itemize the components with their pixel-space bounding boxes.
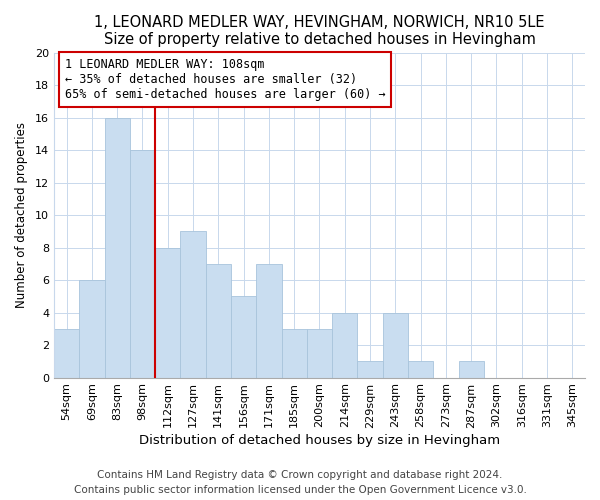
Bar <box>231 296 256 378</box>
Bar <box>155 248 181 378</box>
X-axis label: Distribution of detached houses by size in Hevingham: Distribution of detached houses by size … <box>139 434 500 448</box>
Bar <box>307 329 332 378</box>
Bar <box>54 329 79 378</box>
Bar <box>281 329 307 378</box>
Bar <box>130 150 155 378</box>
Bar <box>79 280 104 378</box>
Bar <box>206 264 231 378</box>
Bar <box>358 362 383 378</box>
Bar <box>383 312 408 378</box>
Bar <box>104 118 130 378</box>
Text: Contains HM Land Registry data © Crown copyright and database right 2024.
Contai: Contains HM Land Registry data © Crown c… <box>74 470 526 495</box>
Y-axis label: Number of detached properties: Number of detached properties <box>15 122 28 308</box>
Bar <box>458 362 484 378</box>
Bar <box>181 232 206 378</box>
Bar <box>332 312 358 378</box>
Bar <box>256 264 281 378</box>
Title: 1, LEONARD MEDLER WAY, HEVINGHAM, NORWICH, NR10 5LE
Size of property relative to: 1, LEONARD MEDLER WAY, HEVINGHAM, NORWIC… <box>94 15 545 48</box>
Text: 1 LEONARD MEDLER WAY: 108sqm
← 35% of detached houses are smaller (32)
65% of se: 1 LEONARD MEDLER WAY: 108sqm ← 35% of de… <box>65 58 385 100</box>
Bar <box>408 362 433 378</box>
